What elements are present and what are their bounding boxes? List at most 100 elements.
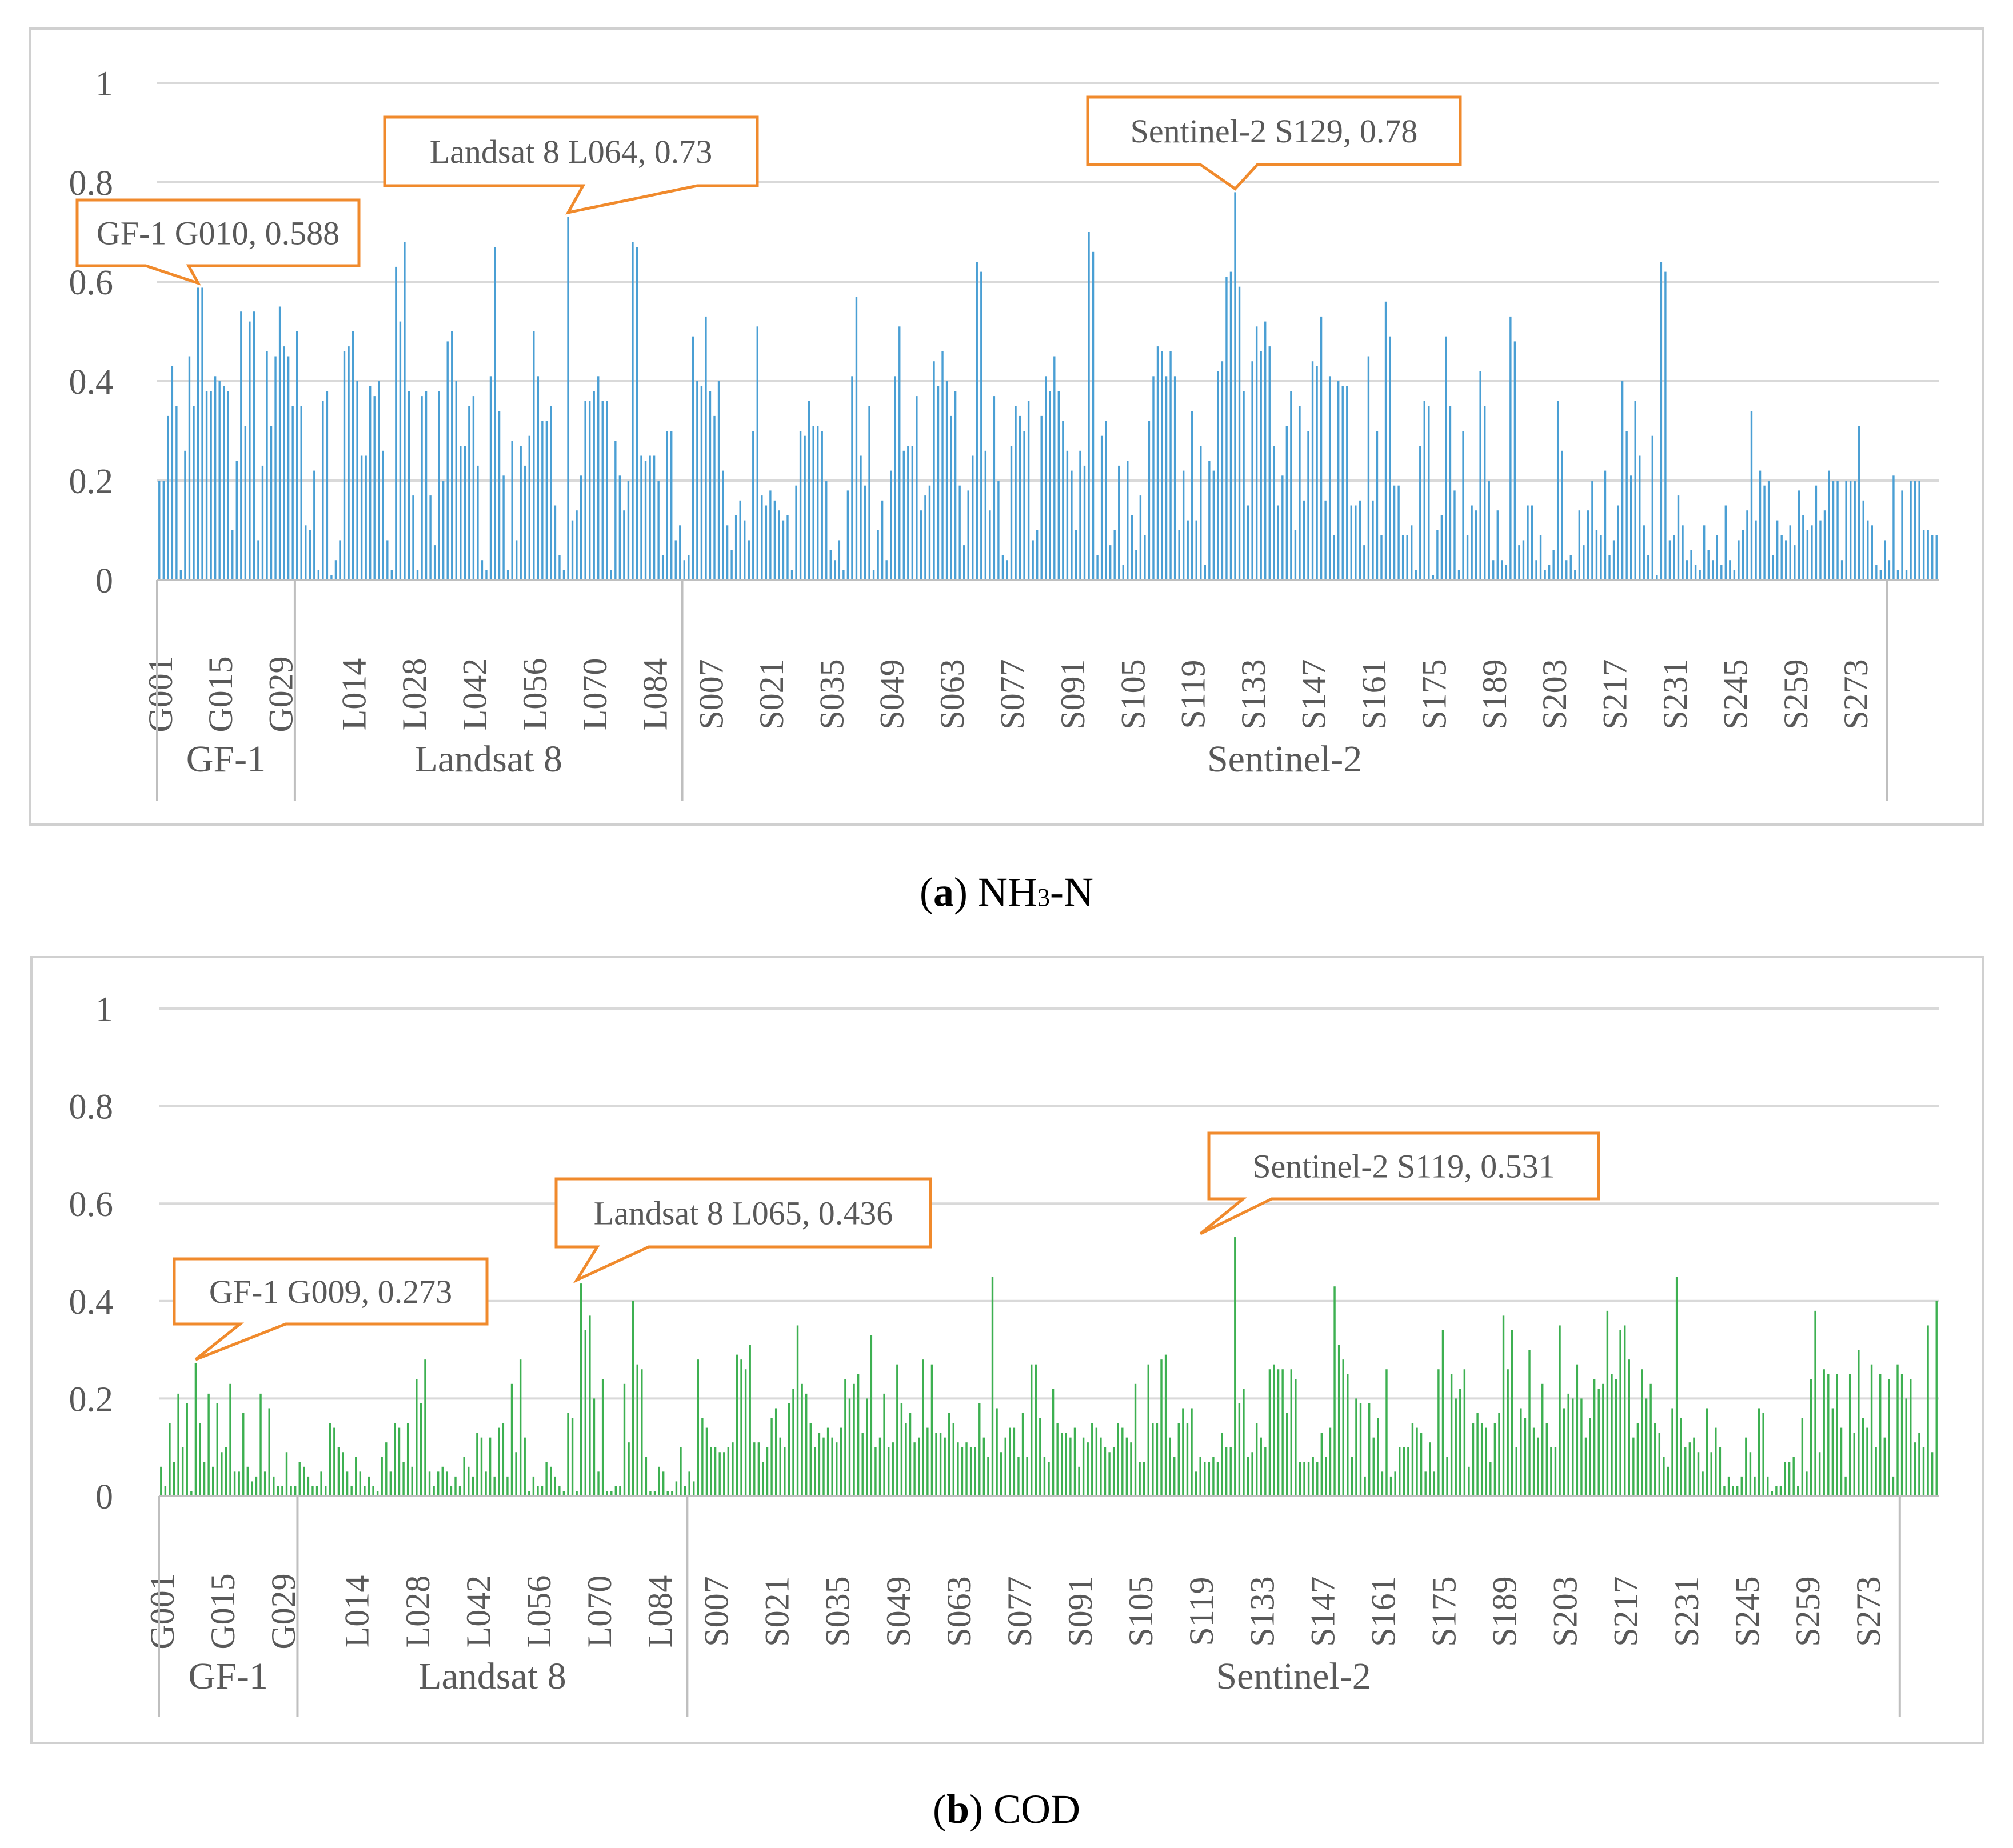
bar [860, 455, 862, 580]
bar [1663, 1457, 1665, 1496]
bar [727, 1447, 730, 1496]
bar [1531, 505, 1533, 580]
y-tick-label: 0.4 [69, 1283, 114, 1322]
x-tick-label: G001 [142, 656, 179, 732]
bar [1832, 481, 1835, 580]
x-tick-label: S077 [1001, 1576, 1039, 1646]
bar [1615, 1379, 1617, 1496]
bar [1394, 1471, 1396, 1496]
bar [283, 346, 285, 580]
group-label: Sentinel-2 [1207, 738, 1362, 780]
chart-cod: 0 0.2 0.4 0.6 0.8 1 G001 G015 G029 L014 L028 L042 L0… [30, 956, 1984, 1744]
bar [1905, 1398, 1907, 1496]
bar [1346, 386, 1348, 580]
bar [1182, 1408, 1184, 1496]
bar [428, 1471, 431, 1496]
bar [623, 1383, 626, 1496]
bar [1164, 1354, 1167, 1496]
bar [1797, 1486, 1799, 1496]
bar [177, 1393, 179, 1496]
bar [922, 1359, 924, 1496]
bar [825, 481, 828, 580]
bar [1260, 1437, 1262, 1496]
bar [944, 1437, 946, 1496]
bar [826, 1427, 829, 1496]
bar [917, 1437, 920, 1496]
bar [298, 1462, 301, 1496]
bar [368, 1476, 370, 1496]
bar [1000, 1452, 1002, 1496]
bar [1836, 481, 1839, 580]
bar [1173, 1457, 1176, 1496]
bar [1771, 1491, 1774, 1496]
bar [1130, 1442, 1132, 1496]
bar [962, 545, 965, 580]
bar [1290, 391, 1292, 580]
bar [244, 426, 247, 580]
bar [1030, 1364, 1033, 1496]
bar [1606, 1310, 1609, 1496]
y-tick-label: 1 [95, 65, 113, 103]
bar [1441, 1330, 1444, 1496]
bar [1694, 565, 1697, 580]
bar [1160, 1359, 1163, 1496]
bar [1727, 1476, 1730, 1496]
bar [238, 1471, 240, 1496]
bar [1169, 1437, 1171, 1496]
bar [290, 1486, 292, 1496]
bar [571, 1418, 574, 1496]
bar [1229, 1447, 1232, 1496]
bar [881, 500, 884, 580]
bar [866, 1398, 868, 1496]
bar [1853, 1433, 1855, 1496]
bar [455, 381, 457, 580]
annotation-callout [1086, 95, 1462, 191]
bar [1432, 575, 1435, 580]
bar [1212, 1457, 1215, 1496]
bar [902, 450, 905, 580]
caption-text: COD [983, 1786, 1080, 1832]
bar [259, 1393, 262, 1496]
bar [1513, 341, 1516, 580]
bar [701, 1418, 704, 1496]
bar [317, 570, 320, 580]
bar [795, 485, 797, 580]
x-tick-label: S161 [1355, 659, 1393, 729]
caption-letter: a [933, 869, 954, 915]
bar [788, 1403, 790, 1496]
x-tick-label: S175 [1425, 1576, 1463, 1646]
bar [1243, 1389, 1245, 1496]
bar [433, 545, 436, 580]
bar [386, 540, 389, 580]
bar [808, 401, 810, 580]
bar [1420, 1433, 1423, 1496]
x-tick-label: S259 [1777, 659, 1815, 729]
bar [395, 266, 397, 580]
bar [1686, 560, 1688, 580]
bar [399, 321, 402, 580]
x-tick-label: S273 [1837, 659, 1875, 729]
bar [782, 520, 785, 580]
bar [197, 287, 199, 580]
bar [766, 1447, 769, 1496]
bar [1604, 470, 1607, 580]
bar [1539, 535, 1542, 580]
bar [1788, 1462, 1791, 1496]
bar [732, 1442, 734, 1496]
bar [692, 336, 694, 580]
bar [1351, 1457, 1353, 1496]
bar [1827, 1374, 1830, 1496]
bar [179, 570, 182, 580]
bar [1854, 481, 1856, 580]
bar [614, 1486, 617, 1496]
bar [446, 1471, 448, 1496]
bar [941, 351, 944, 580]
annotation-label: Sentinel-2 S129, 0.78 [1131, 113, 1418, 150]
bar [1401, 535, 1404, 580]
bar [342, 1452, 344, 1496]
bar [722, 470, 724, 580]
bar [688, 555, 690, 580]
bar [1849, 481, 1852, 580]
bar [1755, 520, 1757, 580]
bar [821, 431, 823, 580]
